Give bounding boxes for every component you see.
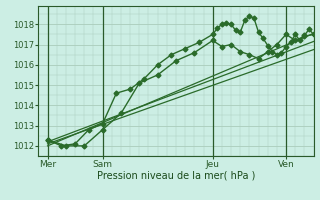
X-axis label: Pression niveau de la mer( hPa ): Pression niveau de la mer( hPa ) — [97, 171, 255, 181]
